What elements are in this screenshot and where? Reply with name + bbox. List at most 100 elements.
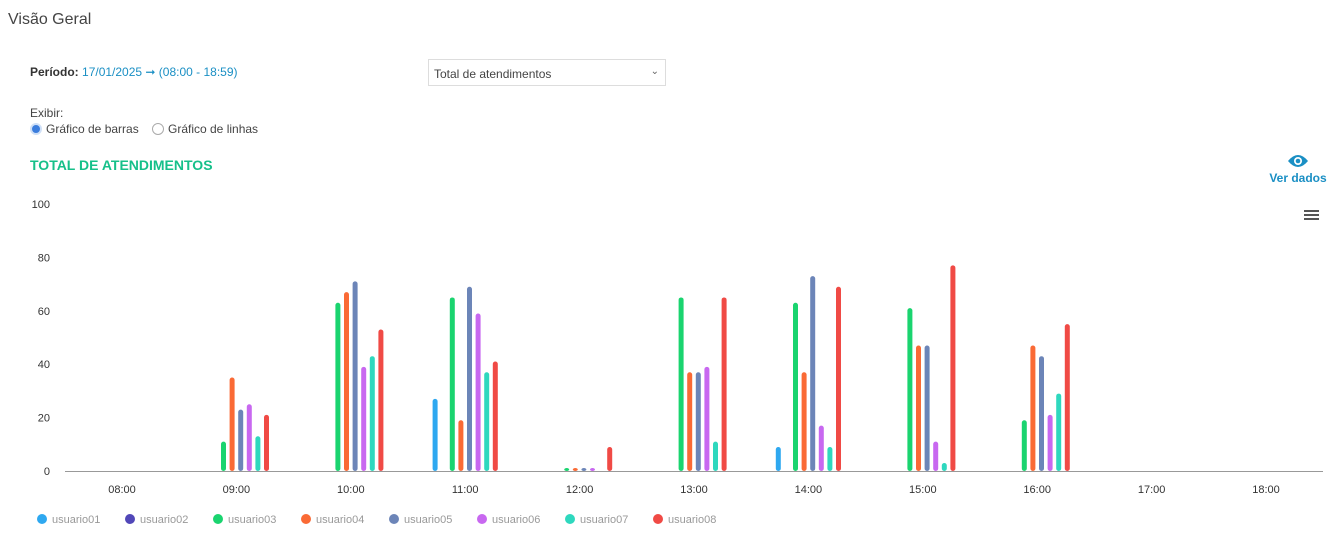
legend-marker-usuario03 bbox=[213, 514, 223, 524]
bar-usuario08 bbox=[264, 414, 269, 471]
bar-usuario07 bbox=[369, 356, 375, 471]
bar-usuario04 bbox=[458, 420, 464, 471]
x-tick-label: 18:00 bbox=[1252, 484, 1280, 496]
bar-usuario08 bbox=[607, 446, 613, 471]
y-tick-label: 40 bbox=[38, 359, 50, 371]
period-value: 17/01/2025 ➞ (08:00 - 18:59) bbox=[82, 65, 238, 79]
radio-unchecked-icon bbox=[152, 123, 164, 135]
y-tick-label: 80 bbox=[38, 252, 50, 264]
legend-marker-usuario07 bbox=[565, 514, 575, 524]
radio-label: Gráfico de barras bbox=[46, 122, 139, 136]
x-tick-label: 12:00 bbox=[566, 484, 594, 496]
bar-usuario05 bbox=[467, 286, 472, 471]
legend-marker-usuario06 bbox=[477, 514, 487, 524]
bar-usuario08 bbox=[836, 286, 841, 471]
bar-usuario04 bbox=[572, 468, 578, 471]
bar-usuario06 bbox=[818, 425, 824, 471]
bar-usuario04 bbox=[344, 292, 349, 471]
bar-usuario06 bbox=[704, 366, 710, 471]
bar-usuario04 bbox=[916, 345, 921, 471]
view-data-label: Ver dados bbox=[1269, 171, 1327, 185]
display-label: Exibir: bbox=[30, 106, 64, 120]
bar-usuario04 bbox=[801, 372, 807, 471]
y-tick-label: 100 bbox=[32, 199, 50, 211]
page-title: Visão Geral bbox=[8, 11, 92, 28]
x-tick-label: 13:00 bbox=[680, 484, 708, 496]
bar-usuario06 bbox=[246, 404, 252, 471]
bar-usuario01 bbox=[432, 398, 438, 471]
legend-item-usuario04[interactable]: usuario04 bbox=[316, 514, 364, 526]
chevron-down-icon: ⌄ bbox=[650, 66, 659, 77]
legend-marker-usuario02 bbox=[125, 514, 135, 524]
radio-label: Gráfico de linhas bbox=[168, 122, 259, 136]
view-data-button[interactable]: Ver dados bbox=[1268, 154, 1328, 185]
bar-usuario05 bbox=[352, 281, 358, 471]
radio-bar-chart[interactable]: Gráfico de barras bbox=[30, 122, 139, 136]
bar-usuario07 bbox=[827, 446, 833, 471]
bar-usuario03 bbox=[564, 468, 570, 471]
legend-marker-usuario08 bbox=[653, 514, 663, 524]
bar-usuario04 bbox=[229, 377, 235, 471]
radio-line-chart[interactable]: Gráfico de linhas bbox=[152, 122, 258, 136]
legend-marker-usuario05 bbox=[389, 514, 399, 524]
bar-usuario03 bbox=[335, 302, 341, 471]
legend-item-usuario07[interactable]: usuario07 bbox=[580, 514, 628, 526]
legend-item-usuario01[interactable]: usuario01 bbox=[52, 514, 100, 526]
bar-usuario06 bbox=[590, 468, 595, 471]
bar-usuario04 bbox=[1030, 345, 1036, 471]
bar-usuario05 bbox=[1039, 356, 1044, 471]
metric-select[interactable]: Total de atendimentos ⌄ bbox=[428, 59, 666, 86]
bar-usuario04 bbox=[687, 372, 693, 471]
bar-usuario07 bbox=[484, 372, 490, 471]
bar-usuario06 bbox=[933, 441, 939, 471]
bar-usuario08 bbox=[721, 297, 727, 471]
x-tick-label: 11:00 bbox=[452, 484, 479, 496]
period-info: Período: 17/01/2025 ➞ (08:00 - 18:59) bbox=[30, 65, 238, 79]
bar-usuario03 bbox=[907, 308, 913, 471]
bar-usuario06 bbox=[361, 366, 367, 471]
x-tick-label: 15:00 bbox=[909, 484, 937, 496]
bar-usuario08 bbox=[950, 265, 956, 471]
bar-usuario07 bbox=[713, 441, 718, 471]
legend-marker-usuario04 bbox=[301, 514, 311, 524]
x-tick-label: 09:00 bbox=[223, 484, 251, 496]
bar-usuario05 bbox=[810, 276, 816, 471]
x-tick-label: 17:00 bbox=[1138, 484, 1166, 496]
period-label: Período: bbox=[30, 65, 79, 79]
x-tick-label: 14:00 bbox=[795, 484, 823, 496]
x-tick-label: 10:00 bbox=[337, 484, 365, 496]
bar-usuario05 bbox=[695, 372, 701, 471]
bar-usuario07 bbox=[255, 436, 261, 471]
bar-usuario06 bbox=[475, 313, 481, 471]
bar-usuario07 bbox=[1056, 393, 1062, 471]
y-tick-label: 0 bbox=[44, 466, 50, 478]
bar-usuario05 bbox=[924, 345, 930, 471]
bar-usuario08 bbox=[378, 329, 384, 471]
y-tick-label: 20 bbox=[38, 413, 50, 425]
legend-item-usuario02[interactable]: usuario02 bbox=[140, 514, 188, 526]
legend-item-usuario03[interactable]: usuario03 bbox=[228, 514, 276, 526]
bar-usuario08 bbox=[492, 361, 498, 471]
x-tick-label: 16:00 bbox=[1023, 484, 1051, 496]
bar-usuario01 bbox=[775, 446, 781, 471]
y-tick-label: 60 bbox=[38, 306, 50, 318]
bar-usuario03 bbox=[449, 297, 455, 471]
radio-checked-icon bbox=[30, 123, 42, 135]
bar-usuario05 bbox=[581, 468, 587, 471]
bar-usuario05 bbox=[238, 409, 244, 471]
bar-usuario07 bbox=[941, 462, 947, 471]
legend-marker-usuario01 bbox=[37, 514, 47, 524]
eye-icon bbox=[1288, 155, 1308, 167]
bar-usuario03 bbox=[793, 302, 798, 471]
legend-item-usuario08[interactable]: usuario08 bbox=[668, 514, 716, 526]
bar-usuario08 bbox=[1064, 324, 1070, 471]
bar-usuario06 bbox=[1047, 414, 1053, 471]
chart-title: TOTAL DE ATENDIMENTOS bbox=[30, 157, 213, 173]
legend-item-usuario05[interactable]: usuario05 bbox=[404, 514, 452, 526]
metric-select-value: Total de atendimentos bbox=[434, 67, 552, 81]
bar-usuario03 bbox=[678, 297, 684, 471]
bar-usuario03 bbox=[221, 441, 226, 471]
hamburger-menu-icon[interactable] bbox=[1304, 210, 1319, 222]
legend-item-usuario06[interactable]: usuario06 bbox=[492, 514, 540, 526]
